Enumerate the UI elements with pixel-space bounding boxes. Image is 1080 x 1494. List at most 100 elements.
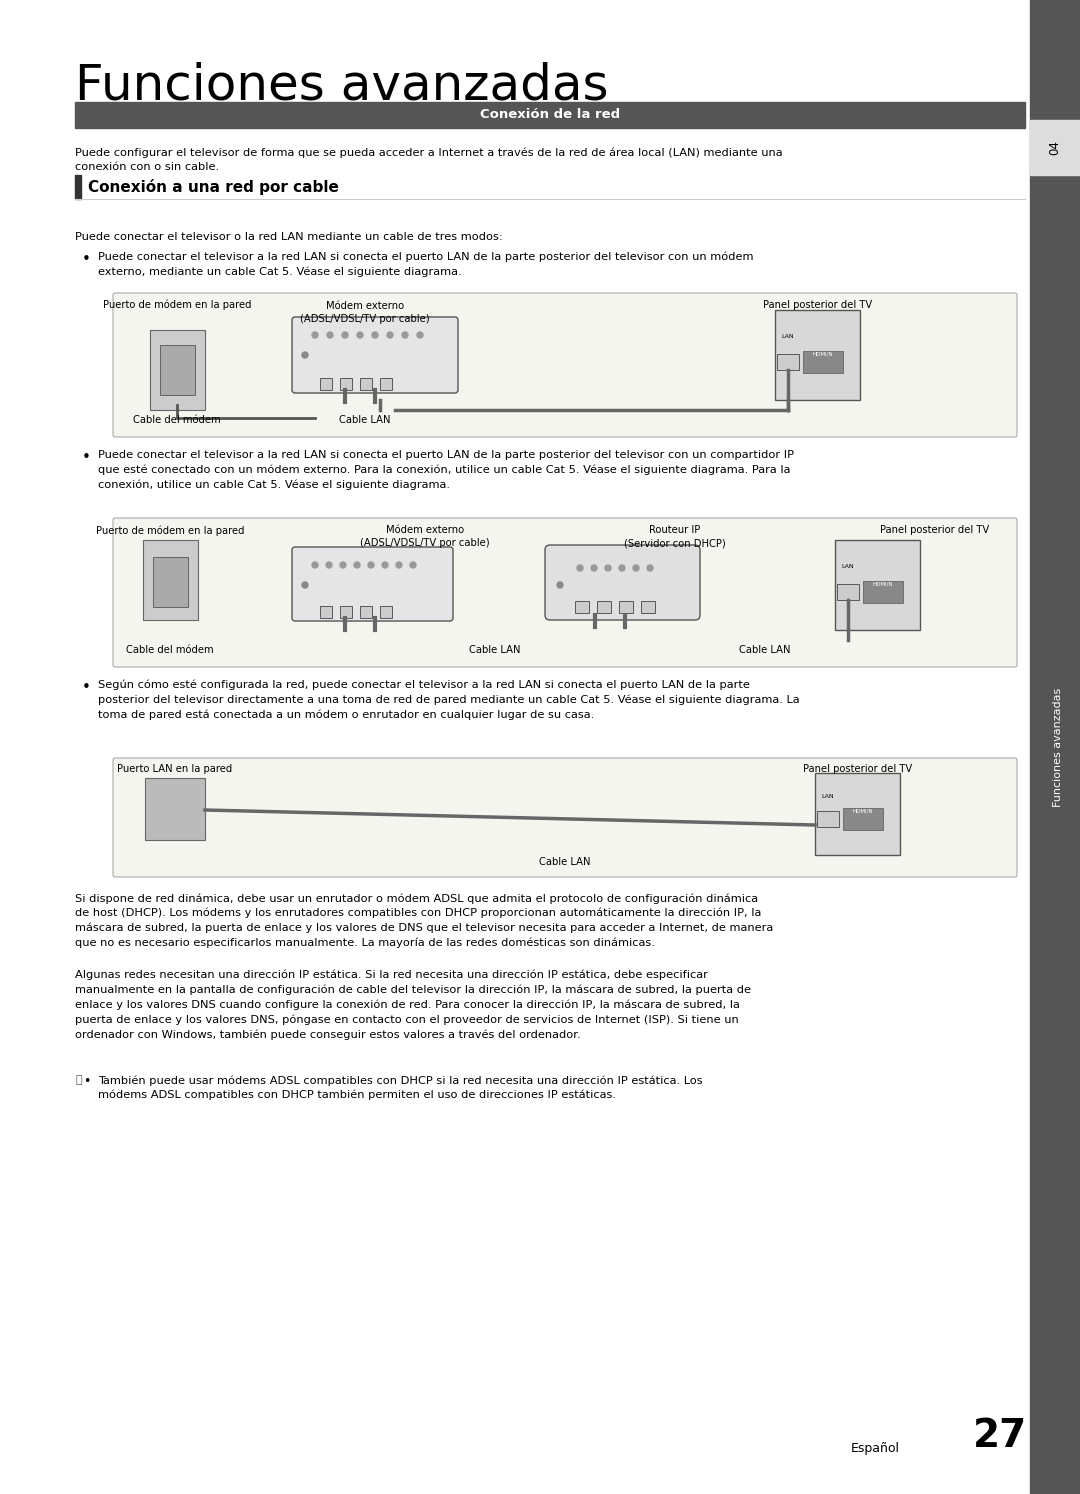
Text: También puede usar módems ADSL compatibles con DHCP si la red necesita una direc: También puede usar módems ADSL compatibl…	[98, 1076, 703, 1100]
Circle shape	[302, 583, 308, 589]
Circle shape	[387, 332, 393, 338]
FancyBboxPatch shape	[113, 757, 1017, 877]
Text: HDMI/N: HDMI/N	[873, 581, 893, 587]
Bar	[320, 607, 332, 619]
Bar	[837, 584, 859, 601]
Text: Funciones avanzadas: Funciones avanzadas	[75, 61, 609, 111]
Bar	[150, 330, 205, 409]
Text: Español: Español	[851, 1442, 900, 1455]
Circle shape	[354, 562, 360, 568]
Text: Cable LAN: Cable LAN	[339, 415, 391, 424]
Bar	[863, 581, 903, 604]
Circle shape	[396, 562, 402, 568]
Text: Conexión a una red por cable: Conexión a una red por cable	[87, 179, 339, 196]
Circle shape	[605, 565, 611, 571]
Bar	[75, 175, 81, 199]
Circle shape	[591, 565, 597, 571]
Text: Cable del módem: Cable del módem	[126, 645, 214, 654]
FancyBboxPatch shape	[292, 547, 453, 622]
FancyBboxPatch shape	[113, 293, 1017, 438]
Text: Algunas redes necesitan una dirección IP estática. Si la red necesita una direcc: Algunas redes necesitan una dirección IP…	[75, 970, 751, 1040]
Text: Puerto de módem en la pared: Puerto de módem en la pared	[96, 524, 244, 535]
Circle shape	[302, 353, 308, 359]
Circle shape	[382, 562, 388, 568]
Bar	[1030, 120, 1080, 175]
Bar	[777, 354, 799, 371]
Text: Puerto de módem en la pared: Puerto de módem en la pared	[103, 300, 252, 311]
Text: •: •	[83, 1076, 91, 1088]
Circle shape	[312, 332, 318, 338]
Text: •: •	[82, 450, 91, 465]
Circle shape	[368, 562, 374, 568]
Text: Cable del módem: Cable del módem	[133, 415, 220, 424]
FancyBboxPatch shape	[545, 545, 700, 620]
Text: LAN: LAN	[841, 565, 854, 569]
Text: 27: 27	[973, 1416, 1027, 1455]
Bar	[145, 778, 205, 840]
Circle shape	[340, 562, 346, 568]
Circle shape	[327, 332, 333, 338]
Text: Panel posterior del TV: Panel posterior del TV	[764, 300, 873, 309]
Bar	[642, 601, 654, 613]
Circle shape	[633, 565, 639, 571]
Text: Funciones avanzadas: Funciones avanzadas	[1053, 687, 1063, 807]
Text: •: •	[82, 252, 91, 267]
FancyBboxPatch shape	[113, 518, 1017, 666]
Text: Puerto LAN en la pared: Puerto LAN en la pared	[118, 763, 232, 774]
Circle shape	[326, 562, 332, 568]
Text: •: •	[82, 680, 91, 695]
Bar	[143, 539, 198, 620]
Text: HDMI/N: HDMI/N	[812, 351, 834, 357]
FancyBboxPatch shape	[292, 317, 458, 393]
Text: Conexión de la red: Conexión de la red	[480, 109, 620, 121]
Bar	[575, 601, 589, 613]
Circle shape	[647, 565, 653, 571]
Text: 04: 04	[1049, 140, 1062, 155]
Text: Puede conectar el televisor o la red LAN mediante un cable de tres modos:: Puede conectar el televisor o la red LAN…	[75, 232, 503, 242]
Text: HDMI/N: HDMI/N	[853, 808, 874, 814]
Bar	[75, 102, 1025, 128]
Text: LAN: LAN	[782, 335, 794, 339]
Text: Panel posterior del TV: Panel posterior del TV	[880, 524, 989, 535]
Bar	[340, 607, 352, 619]
Bar	[360, 607, 372, 619]
Bar	[1030, 0, 1080, 1494]
Circle shape	[410, 562, 416, 568]
Circle shape	[577, 565, 583, 571]
Bar	[160, 345, 195, 394]
Text: Según cómo esté configurada la red, puede conectar el televisor a la red LAN si : Según cómo esté configurada la red, pued…	[98, 680, 799, 720]
Text: Puede conectar el televisor a la red LAN si conecta el puerto LAN de la parte po: Puede conectar el televisor a la red LAN…	[98, 450, 794, 490]
Text: Puede configurar el televisor de forma que se pueda acceder a Internet a través : Puede configurar el televisor de forma q…	[75, 148, 783, 172]
Circle shape	[402, 332, 408, 338]
Bar	[619, 601, 633, 613]
Circle shape	[357, 332, 363, 338]
Bar	[320, 378, 332, 390]
Bar	[380, 607, 392, 619]
Text: Panel posterior del TV: Panel posterior del TV	[804, 763, 913, 774]
Bar	[816, 811, 839, 828]
Text: Cable LAN: Cable LAN	[539, 858, 591, 867]
Bar	[835, 539, 920, 630]
Text: Puede conectar el televisor a la red LAN si conecta el puerto LAN de la parte po: Puede conectar el televisor a la red LAN…	[98, 252, 754, 278]
Circle shape	[312, 562, 318, 568]
Text: Cable LAN: Cable LAN	[469, 645, 521, 654]
Text: Módem externo
(ADSL/VDSL/TV por cable): Módem externo (ADSL/VDSL/TV por cable)	[361, 524, 490, 548]
Circle shape	[557, 583, 563, 589]
Text: Si dispone de red dinámica, debe usar un enrutador o módem ADSL que admita el pr: Si dispone de red dinámica, debe usar un…	[75, 893, 773, 947]
Circle shape	[619, 565, 625, 571]
Text: 📝: 📝	[75, 1076, 82, 1085]
Text: Cable LAN: Cable LAN	[739, 645, 791, 654]
Text: Módem externo
(ADSL/VDSL/TV por cable): Módem externo (ADSL/VDSL/TV por cable)	[300, 300, 430, 324]
Bar	[380, 378, 392, 390]
Bar	[597, 601, 611, 613]
Text: LAN: LAN	[822, 795, 835, 799]
Bar	[360, 378, 372, 390]
Circle shape	[342, 332, 348, 338]
Circle shape	[372, 332, 378, 338]
Bar	[843, 808, 883, 831]
Text: Routeur IP
(Servidor con DHCP): Routeur IP (Servidor con DHCP)	[624, 524, 726, 548]
Bar	[815, 772, 900, 855]
Circle shape	[417, 332, 423, 338]
Bar	[153, 557, 188, 607]
Bar	[775, 309, 860, 400]
